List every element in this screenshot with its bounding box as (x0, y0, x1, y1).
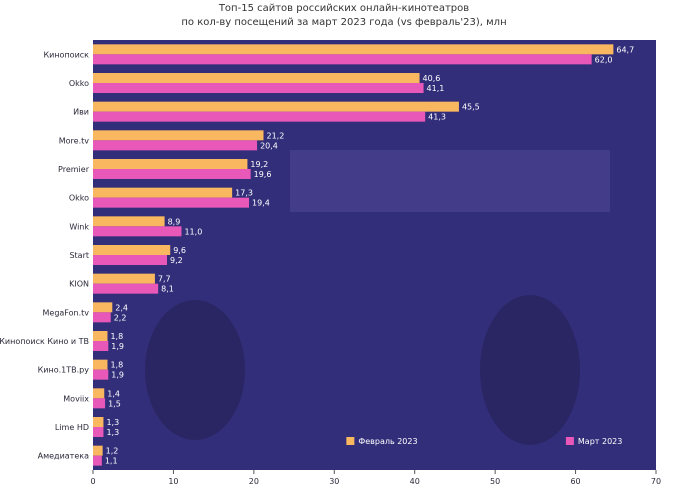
data-label: 1,3 (106, 428, 119, 437)
data-label: 8,9 (168, 217, 181, 226)
x-tick-label: 50 (490, 477, 500, 486)
legend-label: Февраль 2023 (358, 437, 417, 446)
data-label: 41,3 (428, 113, 446, 122)
bar-february (93, 359, 108, 370)
bar-march (93, 312, 111, 323)
x-tick-label: 40 (410, 477, 420, 486)
x-tick-label: 60 (570, 477, 580, 486)
bar-february (93, 159, 248, 169)
bar-february (93, 417, 104, 427)
x-tick-label: 30 (329, 477, 339, 486)
data-label: 9,2 (170, 256, 183, 265)
bar-february (93, 302, 113, 313)
data-label: 2,2 (114, 313, 127, 322)
chart-subtitle: по кол-ву посещений за март 2023 года (v… (181, 17, 507, 28)
bar-february (93, 44, 614, 55)
bar-february (93, 331, 108, 341)
data-label: 20,4 (260, 141, 278, 150)
bar-february (93, 101, 459, 112)
category-label: Кинопоиск (43, 50, 89, 59)
category-label: Lime HD (55, 423, 89, 432)
data-label: 21,2 (267, 131, 285, 140)
category-label: Иви (73, 108, 89, 117)
bar-february (93, 245, 171, 255)
bar-february (93, 216, 165, 227)
category-label: Wink (69, 222, 89, 231)
data-label: 1,8 (110, 332, 123, 341)
data-label: 9,6 (173, 246, 186, 255)
bar-march (93, 341, 109, 351)
category-label: Амедиатека (38, 452, 89, 461)
bar-march (93, 455, 102, 466)
bar-march (93, 226, 182, 237)
data-label: 1,1 (105, 457, 118, 466)
bar-march (93, 169, 251, 179)
data-label: 1,3 (106, 418, 119, 427)
bar-march (93, 111, 426, 122)
data-label: 7,7 (158, 275, 171, 284)
category-label: Okko (69, 194, 89, 203)
data-label: 11,0 (184, 227, 202, 236)
data-label: 1,9 (111, 342, 124, 351)
bar-march (93, 197, 250, 208)
bar-february (93, 73, 420, 83)
bar-march (93, 398, 106, 409)
category-label: Кинопоиск Кино и ТВ (0, 337, 89, 346)
bar-february (93, 445, 103, 456)
bar-march (93, 369, 109, 380)
data-label: 1,2 (106, 447, 119, 456)
bar-march (93, 140, 258, 151)
data-label: 2,4 (115, 303, 128, 312)
data-label: 19,4 (252, 199, 270, 208)
background-person-left (145, 300, 245, 440)
category-label: Premier (58, 165, 90, 174)
x-tick-label: 70 (651, 477, 661, 486)
data-label: 64,7 (616, 45, 634, 54)
bar-february (93, 130, 264, 141)
legend-swatch (346, 437, 355, 445)
legend-label: Март 2023 (578, 437, 622, 446)
category-label: MegaFon.tv (43, 308, 90, 317)
background-screen (290, 150, 610, 212)
data-label: 17,3 (235, 189, 253, 198)
category-label: More.tv (59, 136, 90, 145)
bar-february (93, 187, 233, 198)
background-person-right (480, 295, 580, 445)
x-tick-label: 10 (168, 477, 178, 486)
bar-february (93, 273, 155, 284)
data-label: 1,8 (110, 361, 123, 370)
category-label: Okko (69, 79, 89, 88)
data-label: 1,9 (111, 371, 124, 380)
bar-march (93, 255, 167, 265)
category-label: Кино.1ТВ.ру (38, 366, 90, 375)
data-label: 1,5 (108, 399, 121, 408)
data-label: 19,2 (250, 160, 268, 169)
category-label: Moviix (63, 394, 89, 403)
x-tick-label: 20 (249, 477, 259, 486)
bar-march (93, 83, 424, 93)
data-label: 8,1 (161, 285, 174, 294)
data-label: 40,6 (423, 74, 441, 83)
bar-march (93, 283, 159, 294)
bar-march (93, 427, 104, 437)
data-label: 62,0 (595, 55, 613, 64)
bar-march (93, 54, 592, 65)
legend-swatch (565, 437, 574, 445)
x-tick-label: 0 (90, 477, 95, 486)
data-label: 45,5 (462, 103, 480, 112)
category-label: KION (69, 280, 89, 289)
data-label: 19,6 (254, 170, 272, 179)
data-label: 1,4 (107, 389, 120, 398)
data-label: 41,1 (427, 84, 445, 93)
category-label: Start (69, 251, 89, 260)
bar-february (93, 388, 105, 399)
chart-title: Топ-15 сайтов российских онлайн-кинотеат… (218, 3, 470, 14)
